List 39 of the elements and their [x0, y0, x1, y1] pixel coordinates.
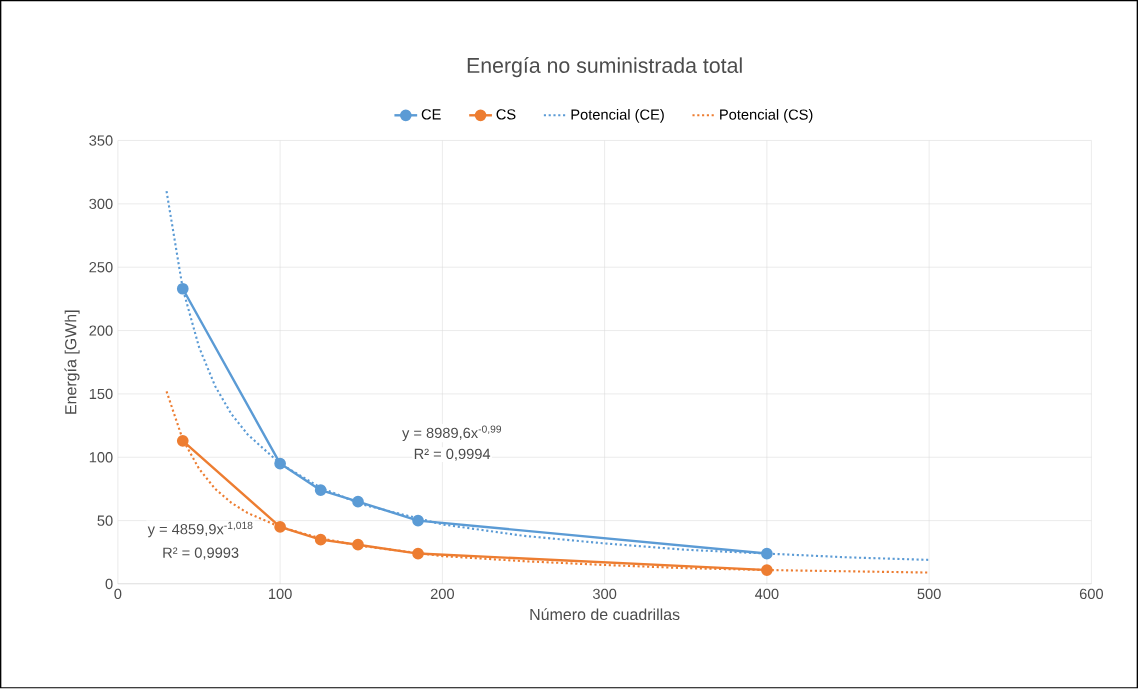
annotation: R² = 0,9994: [414, 448, 491, 462]
chart-title: Energía no suministrada total: [467, 57, 742, 78]
y-tick-label: 350: [89, 135, 113, 146]
line-series: [165, 190, 931, 562]
y-tick-label: 200: [89, 325, 113, 336]
x-tick-label: 300: [592, 588, 617, 600]
legend-label: CE: [421, 109, 441, 120]
legend-label: CS: [496, 109, 516, 120]
point: [412, 547, 424, 560]
point: [176, 435, 189, 447]
x-tick-label: 600: [1079, 588, 1104, 600]
point: [352, 539, 364, 551]
x-tick-label: 0: [114, 588, 122, 600]
x-tick-label: 500: [917, 588, 941, 600]
point: [274, 457, 286, 470]
y-tick-label: 0: [105, 579, 113, 590]
y-axis-title: Energía [GWh]: [64, 310, 80, 414]
x-axis-title: Número de cuadrillas: [530, 608, 680, 621]
point: [176, 283, 189, 295]
y-tick-label: 100: [89, 452, 113, 463]
x-tick-label: 200: [430, 588, 454, 600]
legend-label: Potencial (CE): [571, 109, 664, 123]
point: [274, 521, 286, 534]
annotation: y = 4859,9x$^{-1,018}$: [147, 521, 253, 538]
y-tick-label: 250: [89, 262, 113, 273]
y-tick-label: 150: [89, 388, 113, 400]
point: [314, 484, 327, 497]
x-tick-label: 400: [754, 588, 779, 600]
point: [352, 495, 364, 508]
point: [412, 514, 424, 527]
y-tick-label: 50: [97, 515, 113, 527]
point: [761, 564, 773, 577]
annotation: R² = 0,9993: [163, 547, 239, 560]
legend-label: Potencial (CS): [720, 109, 813, 123]
annotation: y = 8989,6x$^{-0,99}$: [402, 425, 502, 442]
point: [761, 547, 773, 560]
x-tick-label: 100: [269, 588, 292, 600]
y-tick-label: 300: [89, 198, 113, 210]
point: [314, 534, 327, 546]
